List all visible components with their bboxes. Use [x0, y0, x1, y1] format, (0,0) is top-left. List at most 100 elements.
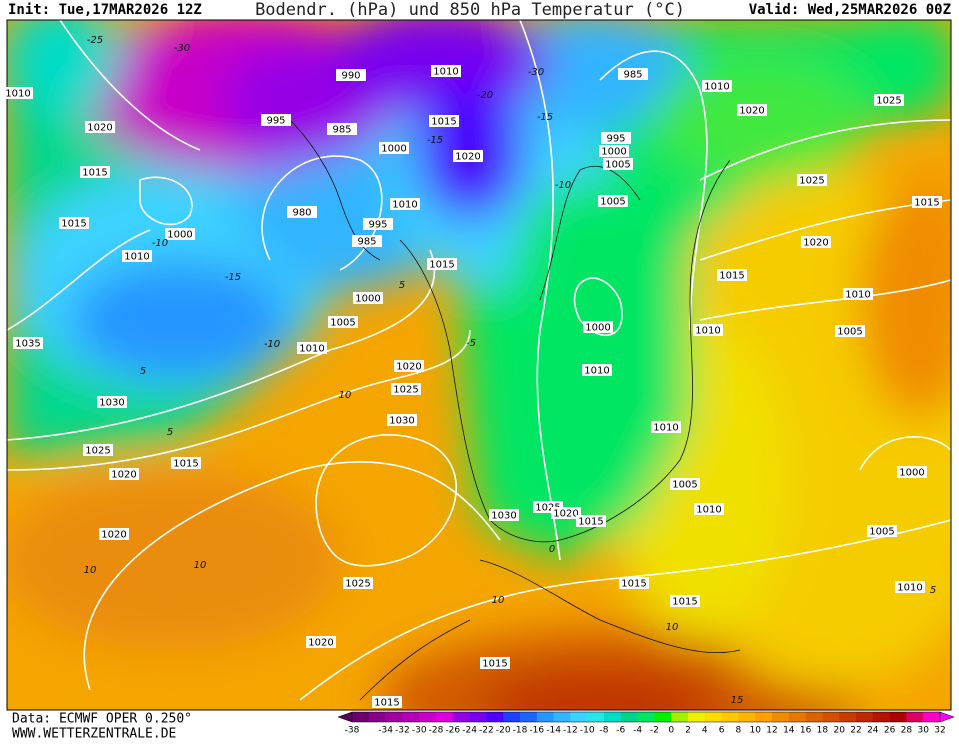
colorbar-segment: [805, 712, 823, 722]
isobar-label-box: [429, 115, 459, 127]
isobar-label: 1020: [396, 362, 421, 373]
colorbar-label: -28: [429, 726, 444, 736]
coastlines: [289, 119, 741, 701]
isobar-label: 1010: [124, 252, 149, 263]
isobar-label-box: [3, 87, 33, 99]
temperature-label: 10: [84, 565, 97, 576]
isobar-label-box: [619, 577, 649, 589]
isobar-label: 1015: [578, 517, 603, 528]
isobar-label: 1020: [803, 238, 828, 249]
isobar-label: 1000: [585, 323, 610, 334]
isobar-label-box: [261, 114, 291, 126]
isobar-label-box: [912, 196, 942, 208]
isobar-label-box: [352, 235, 382, 247]
isobar-label: 1010: [433, 67, 458, 78]
colorbar-segment: [704, 712, 722, 722]
isobar-label-box: [895, 581, 925, 593]
colorbar-label: 18: [817, 726, 829, 736]
isobar-label-box: [603, 158, 633, 170]
isobar-label: 1005: [330, 318, 355, 329]
colorbar-label: -4: [633, 726, 642, 736]
data-source: Data: ECMWF OPER 0.250°: [12, 712, 192, 727]
isobar-label: 1010: [392, 200, 417, 211]
colorbar-segment: [402, 712, 420, 722]
isobar-label: 1000: [381, 144, 406, 155]
colorbar-segment: [469, 712, 487, 722]
colorbar-segment: [671, 712, 689, 722]
temperature-label: -10: [555, 180, 571, 191]
colorbar-segment: [856, 712, 874, 722]
isobar-label-box: [85, 121, 115, 133]
isobar-label: 1025: [535, 503, 560, 514]
colorbar-label: 12: [766, 726, 777, 736]
colorbar-end: [337, 711, 353, 723]
isobar-label: 1015: [374, 698, 399, 709]
isobar-label: 1015: [431, 117, 456, 128]
isobar-label-box: [122, 250, 152, 262]
isobar-label: 1000: [167, 230, 192, 241]
isobar-label-box: [797, 174, 827, 186]
isobar-label-box: [387, 414, 417, 426]
isobar-label-box: [867, 525, 897, 537]
isobar-label: 1020: [111, 470, 136, 481]
colorbar-segment: [788, 712, 806, 722]
isobar-label-box: [874, 94, 904, 106]
colorbar-label: -2: [650, 726, 659, 736]
isobar-label: 1010: [299, 344, 324, 355]
isobar-label-box: [343, 577, 373, 589]
isobar-label: 980: [292, 208, 311, 219]
isobar-label-box: [737, 104, 767, 116]
isobar-label: 1010: [5, 89, 30, 100]
colorbar-segment: [385, 712, 403, 722]
colorbar-label: 16: [800, 726, 812, 736]
isobar-label: 1015: [173, 459, 198, 470]
isobar-label: 1015: [621, 579, 646, 590]
isobar-label-box: [489, 509, 519, 521]
isobar-label: 995: [266, 116, 285, 127]
colorbar-segment: [772, 712, 790, 722]
isobar-label: 1000: [601, 147, 626, 158]
colorbar-frame: [351, 711, 941, 723]
isobar-label-box: [379, 142, 409, 154]
isobar-label: 1005: [837, 327, 862, 338]
colorbar-segment: [536, 712, 554, 722]
isobar-label-box: [453, 150, 483, 162]
isobar-label-box: [328, 316, 358, 328]
temperature-label: 5: [167, 427, 173, 438]
isobar-label-box: [99, 528, 129, 540]
isobar-label: 1025: [799, 176, 824, 187]
colorbar-segment: [368, 712, 386, 722]
isobar-label: 1005: [600, 197, 625, 208]
isobar-label: 1020: [101, 530, 126, 541]
colorbar-segment: [520, 712, 538, 722]
colorbar-segment: [755, 712, 773, 722]
temperature-label: -15: [537, 112, 553, 123]
colorbar-segment: [486, 712, 504, 722]
isobar-label-box: [835, 325, 865, 337]
isobar-label-box: [59, 217, 89, 229]
isobar-label: 1005: [869, 527, 894, 538]
colorbar-label: 4: [702, 726, 708, 736]
colorbar-segment: [872, 712, 890, 722]
colorbar-label: -34: [378, 726, 393, 736]
isobar-label: 1010: [584, 366, 609, 377]
isobar-label: 1030: [99, 398, 124, 409]
isobar-label: 1025: [345, 579, 370, 590]
isobar-label-box: [363, 218, 393, 230]
isobar-label: 1010: [897, 583, 922, 594]
isobar-label-box: [601, 132, 631, 144]
colorbar-label: -26: [445, 726, 460, 736]
colorbar-label: -18: [513, 726, 528, 736]
isobar-label: 995: [368, 220, 387, 231]
isobar-label: 1015: [914, 198, 939, 209]
isobar-label-box: [599, 145, 629, 157]
isobar-label-box: [480, 657, 510, 669]
isobar-label: 985: [332, 125, 351, 136]
colorbar-segment: [688, 712, 706, 722]
temperature-label: 5: [930, 585, 936, 596]
isobar-label-box: [717, 269, 747, 281]
isobars: [7, 20, 951, 701]
temperature-label: 5: [140, 366, 146, 377]
